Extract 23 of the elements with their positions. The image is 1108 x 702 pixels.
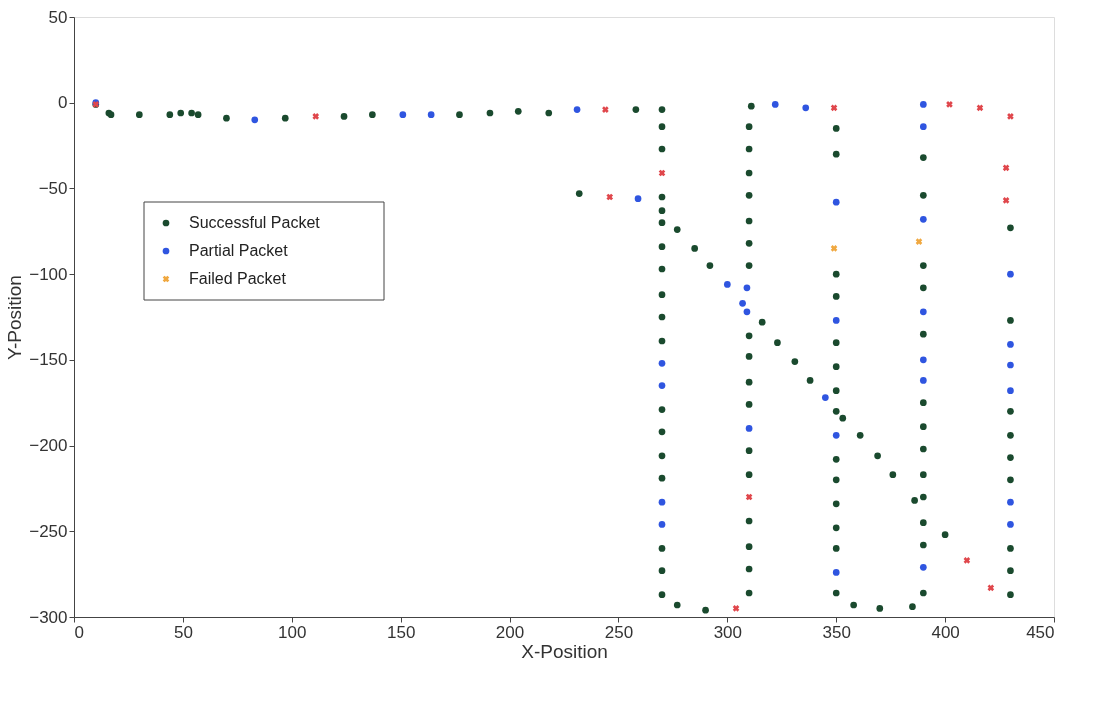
- x-tick-label: 350: [822, 622, 851, 642]
- y-tick-label: −50: [38, 178, 68, 198]
- y-tick-label: 50: [48, 7, 68, 27]
- y-tick-label: −200: [29, 436, 68, 456]
- y-tick-label: 0: [58, 93, 68, 113]
- legend-label: Successful Packet: [189, 214, 321, 231]
- y-tick-label: −300: [29, 607, 68, 627]
- x-tick-label: 150: [386, 622, 416, 642]
- x-tick-label: 100: [278, 622, 307, 642]
- x-tick-label: 450: [1026, 622, 1055, 642]
- x-tick-label: 0: [74, 622, 84, 642]
- x-tick-label: 400: [931, 622, 960, 642]
- x-tick-label: 200: [495, 622, 525, 642]
- x-tick-label: 300: [713, 622, 743, 642]
- x-axis-title: X-Position: [521, 640, 608, 662]
- legend-label: Partial Packet: [189, 242, 289, 259]
- y-tick-label: −150: [29, 350, 68, 370]
- y-tick-label: −250: [29, 521, 68, 541]
- legend-label: Failed Packet: [189, 270, 287, 287]
- y-axis-title: Y-Position: [4, 275, 26, 360]
- x-tick-label: 250: [604, 622, 634, 642]
- x-tick-label: 50: [173, 622, 193, 642]
- y-tick-label: −100: [29, 264, 68, 284]
